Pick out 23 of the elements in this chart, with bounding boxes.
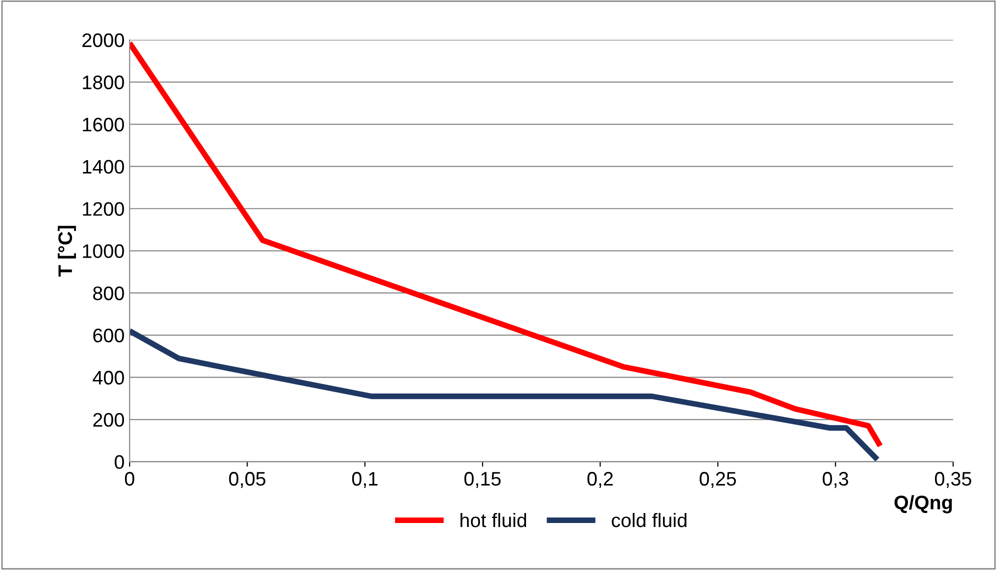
- legend-label: hot fluid: [460, 512, 526, 528]
- x-tick-label: 0,05: [229, 472, 266, 488]
- y-tick-label: 1000: [82, 244, 124, 258]
- x-tick-label: 0,3: [822, 472, 848, 488]
- y-axis-title: T [°C]: [58, 226, 76, 277]
- y-tick-label: 1800: [82, 76, 124, 90]
- y-tick-label: 600: [93, 328, 124, 342]
- x-tick-label: 0: [124, 472, 134, 486]
- x-tick-label: 0,2: [587, 472, 613, 488]
- y-tick-label: 800: [93, 286, 124, 300]
- y-tick-label: 400: [92, 370, 124, 385]
- y-tick-label: 2000: [82, 33, 124, 48]
- x-tick-label: 0,25: [700, 472, 736, 488]
- y-tick-label: 200: [93, 412, 124, 427]
- y-tick-label: 0: [114, 455, 124, 469]
- y-tick-label: 1400: [82, 160, 124, 174]
- x-tick-label: 0,1: [352, 472, 378, 488]
- y-tick-label: 1200: [82, 202, 124, 216]
- x-axis-title: Q/Qng: [894, 495, 952, 514]
- legend-label: cold fluid: [612, 512, 686, 528]
- x-tick-label: 0,35: [934, 472, 972, 488]
- y-tick-label: 1600: [82, 118, 124, 132]
- x-tick-label: 0,15: [464, 472, 501, 488]
